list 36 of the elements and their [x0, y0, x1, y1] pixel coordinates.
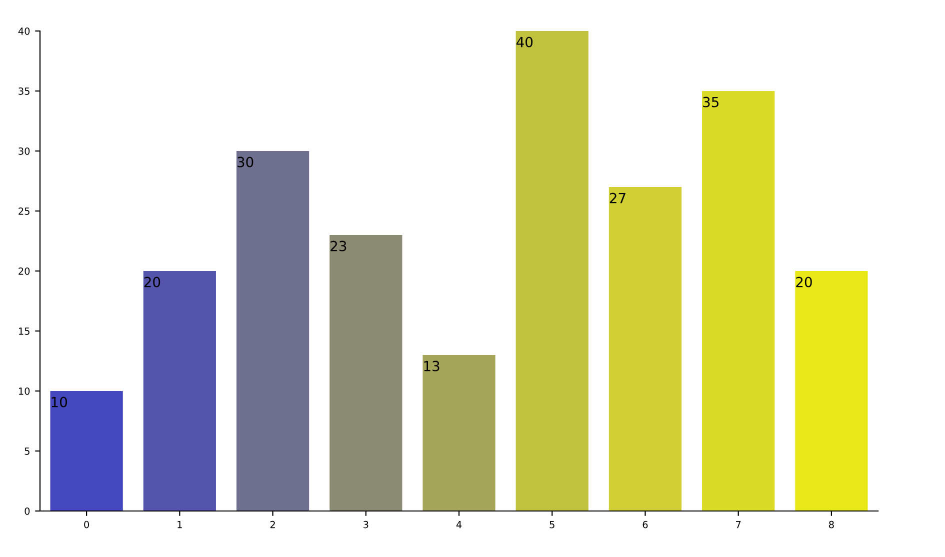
y-tick-label: 25 — [18, 207, 30, 215]
data-label: 35 — [703, 96, 718, 108]
bar — [143, 271, 216, 511]
data-label: 23 — [330, 240, 346, 252]
y-tick-label: 40 — [18, 27, 30, 35]
y-tick-label: 30 — [18, 147, 30, 155]
bar — [330, 235, 402, 511]
data-label: 40 — [516, 36, 533, 48]
data-label: 13 — [424, 360, 440, 372]
x-tick-label: 2 — [270, 520, 275, 528]
y-tick-label: 20 — [18, 267, 30, 275]
x-tick-label: 6 — [642, 520, 648, 528]
x-tick-label: 4 — [456, 521, 462, 528]
y-tick-label: 35 — [18, 87, 30, 95]
y-tick-label: 0 — [24, 507, 30, 515]
x-tick-label: 8 — [829, 520, 834, 528]
data-label: 30 — [238, 156, 254, 168]
data-label: 20 — [144, 276, 160, 288]
y-tick-label: 5 — [24, 448, 30, 455]
x-tick-label: 5 — [550, 521, 554, 528]
bar — [50, 391, 123, 511]
data-label: 10 — [52, 396, 67, 408]
bar — [608, 187, 682, 511]
x-tick-label: 3 — [364, 520, 368, 528]
x-tick-label: 7 — [736, 521, 741, 528]
bar — [795, 271, 868, 511]
y-tick-label: 15 — [18, 328, 30, 335]
y-tick-label: 10 — [18, 387, 30, 395]
x-tick-label: 0 — [84, 520, 90, 528]
data-label: 20 — [796, 276, 812, 288]
data-label: 27 — [610, 192, 626, 204]
x-tick-label: 1 — [178, 521, 182, 528]
bar — [236, 151, 310, 511]
bar — [702, 91, 775, 511]
bar — [422, 355, 496, 511]
bar — [516, 31, 588, 511]
